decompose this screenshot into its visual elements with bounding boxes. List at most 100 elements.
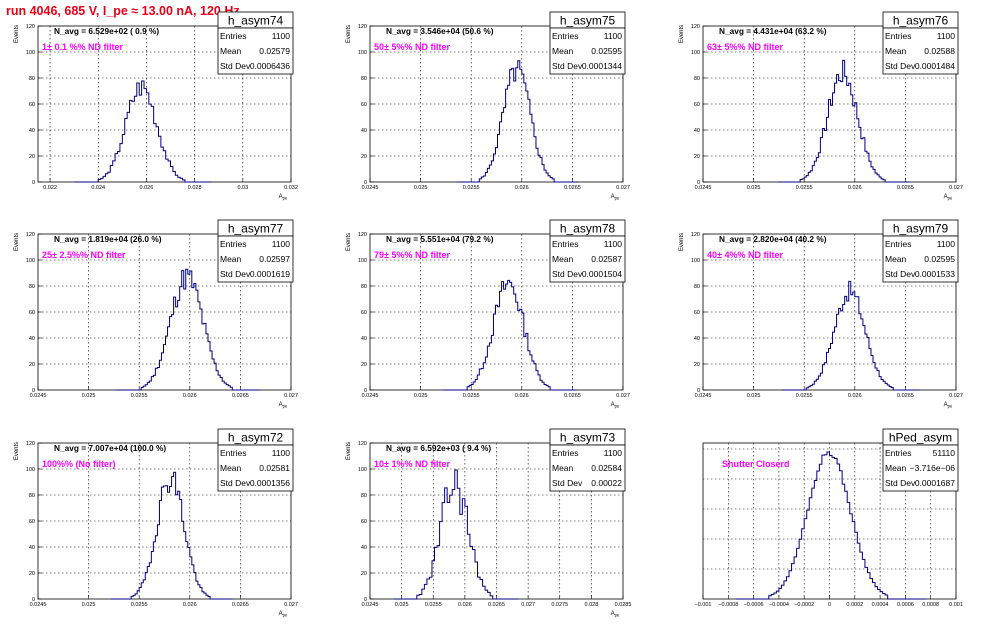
y-tick-label: 100	[358, 467, 367, 473]
x-tick-label: 0.0255	[131, 393, 148, 399]
y-tick-label: 40	[694, 128, 700, 134]
stats-value: 1100	[272, 239, 291, 249]
pad-hPed_asym: −0.001 −0.0008 −0.0006 −0.0004 −0.0002 0 0.000…	[695, 428, 963, 608]
stats-value: 51110	[933, 448, 956, 458]
stats-box: h_asym78 Entries 1100 Mean 0.02587 Std Dev 0.0…	[549, 219, 626, 283]
x-tick-label: 0.0245	[695, 393, 712, 399]
stats-label: Entries	[552, 31, 578, 41]
y-tick-label: 20	[694, 154, 700, 160]
stats-label: Mean	[220, 46, 242, 56]
stats-box: h_asym79 Entries 1100 Mean 0.02595 Std Dev 0.0…	[882, 219, 959, 283]
x-tick-label: −0.0004	[769, 602, 789, 608]
stats-label: Std Dev	[552, 269, 583, 279]
y-tick-label: 40	[361, 128, 367, 134]
y-tick-label: 60	[694, 310, 700, 316]
stats-label: Mean	[552, 46, 574, 56]
histogram-line	[74, 80, 212, 183]
stats-label: Std Dev	[885, 61, 916, 71]
stats-label: Entries	[552, 448, 578, 458]
x-tick-label: 0.0255	[425, 602, 442, 608]
y-tick-label: 40	[29, 545, 35, 551]
stats-value: 0.0006436	[250, 61, 290, 71]
stats-label: Entries	[220, 239, 246, 249]
y-tick-label: 40	[361, 336, 367, 342]
x-axis-title: Ape	[944, 194, 953, 201]
x-tick-label: 0.0245	[30, 393, 47, 399]
stats-label: Mean	[220, 463, 242, 473]
y-tick-label: 80	[361, 284, 367, 290]
filter-label: 50± 5%% ND filter	[374, 42, 450, 52]
x-tick-label: 0.024	[91, 185, 105, 191]
x-tick-label: 0.0002	[846, 602, 863, 608]
stats-value: 0.00022	[591, 478, 622, 488]
x-axis-title: Ape	[279, 402, 288, 409]
histogram-line	[735, 451, 926, 600]
x-tick-label: 0.026	[848, 185, 862, 191]
stats-value: 0.02595	[924, 254, 955, 264]
y-axis-title: Events	[346, 25, 352, 43]
y-tick-label: 100	[26, 467, 35, 473]
stats-label: Entries	[885, 448, 911, 458]
pad-h_asym77: 0.0245 0.025 0.0255 0.026 0.0265 0.027 0 20 40 60…	[14, 219, 298, 409]
stats-title: h_asym77	[228, 222, 284, 236]
stats-value: 0.0001619	[250, 269, 290, 279]
y-axis-title: Events	[14, 442, 20, 460]
x-tick-label: 0.0255	[796, 185, 813, 191]
x-tick-label: 0.0245	[362, 602, 379, 608]
filter-label: 63± 5%% ND filter	[707, 42, 783, 52]
stats-value: 0.02587	[591, 254, 622, 264]
stats-value: 0.02595	[591, 46, 622, 56]
y-tick-label: 20	[361, 362, 367, 368]
y-tick-label: 80	[29, 493, 35, 499]
filter-label: 10± 1%% ND filter	[374, 459, 450, 469]
stats-value: 0.0001356	[250, 478, 290, 488]
stats-title: h_asym75	[560, 14, 616, 28]
stats-box: h_asym72 Entries 1100 Mean 0.02581 Std Dev 0.0…	[217, 428, 294, 492]
x-tick-label: 0.022	[43, 185, 57, 191]
x-axis-title-sub: pe	[615, 404, 620, 409]
x-axis-title-sub: pe	[283, 613, 288, 618]
stats-label: Std Dev	[220, 61, 251, 71]
y-tick-label: 120	[26, 232, 35, 238]
y-axis-title: Events	[679, 25, 685, 43]
stats-body-box	[549, 235, 626, 283]
y-tick-label: 60	[29, 310, 35, 316]
x-tick-label: 0.025	[747, 393, 761, 399]
pad-h_asym74: 0.022 0.024 0.026 0.028 0.03 0.032 0 20 40 60 80 10…	[14, 11, 298, 201]
y-tick-label: 120	[691, 24, 700, 30]
y-tick-label: 0	[364, 597, 367, 603]
x-axis-title-sub: pe	[948, 196, 953, 201]
x-tick-label: 0.027	[284, 393, 298, 399]
stats-box: h_asym76 Entries 1100 Mean 0.02588 Std Dev 0.0…	[882, 11, 959, 75]
y-tick-label: 0	[697, 180, 700, 186]
stats-body-box	[217, 444, 294, 492]
y-tick-label: 120	[26, 24, 35, 30]
x-tick-label: 0.0245	[695, 185, 712, 191]
x-tick-label: 0.028	[584, 602, 598, 608]
stats-body-box	[882, 27, 959, 75]
stats-body-box	[549, 444, 626, 492]
y-tick-label: 100	[691, 50, 700, 56]
x-axis-title-sub: pe	[615, 613, 620, 618]
y-tick-label: 100	[358, 50, 367, 56]
y-axis-title: Events	[346, 233, 352, 251]
y-tick-label: 120	[26, 441, 35, 447]
y-tick-label: 80	[29, 284, 35, 290]
y-axis-title: Events	[14, 25, 20, 43]
n-avg-label: N_avg = 7.007e+04 (100.0 %)	[54, 443, 166, 453]
x-tick-label: 0.0245	[30, 602, 47, 608]
x-tick-label: 0.026	[515, 185, 529, 191]
pad-h_asym78: 0.0245 0.025 0.0255 0.026 0.0265 0.027 0 20 40 60…	[346, 219, 630, 409]
histogram-line	[110, 471, 233, 600]
x-axis-title-sub: pe	[283, 404, 288, 409]
stats-value: 1100	[937, 239, 956, 249]
y-tick-label: 20	[361, 154, 367, 160]
y-tick-label: 120	[691, 232, 700, 238]
y-tick-label: 60	[361, 310, 367, 316]
stats-label: Std Dev	[220, 478, 251, 488]
stats-label: Std Dev	[885, 269, 916, 279]
y-axis-title: Events	[346, 442, 352, 460]
y-tick-label: 60	[361, 519, 367, 525]
x-tick-label: −0.001	[695, 602, 712, 608]
stats-value: −3.716e−06	[910, 463, 956, 473]
